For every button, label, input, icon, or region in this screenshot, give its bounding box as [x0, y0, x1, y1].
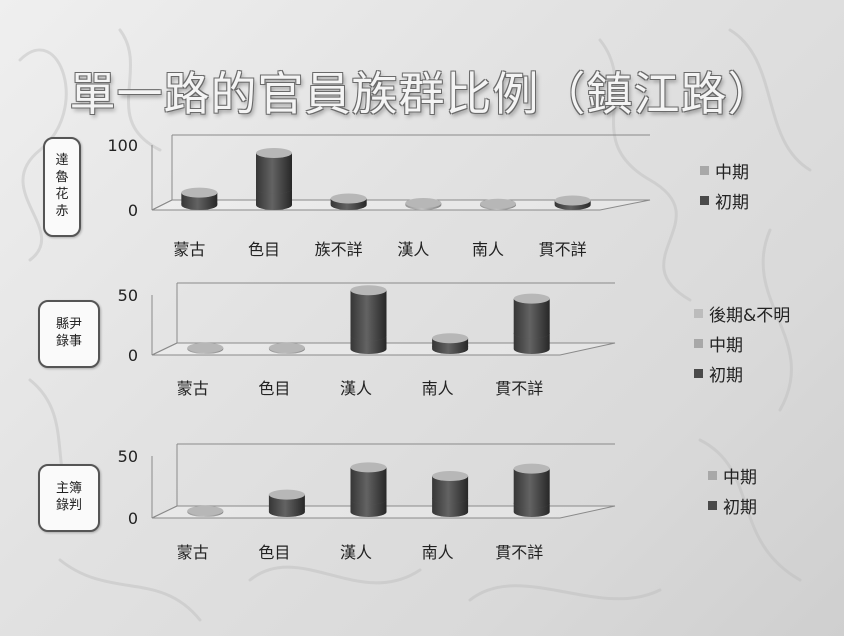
- x-tick-label: 南人: [422, 543, 454, 562]
- x-tick-label: 貫不詳: [495, 379, 543, 398]
- row-label-line: 縣尹: [55, 317, 82, 333]
- bar-segment: [256, 153, 292, 194]
- chart-darughachi: 達 魯 花 赤 0 100 蒙古 色目 族不詳 漢人 南人 貫不詳 中期 初期: [0, 125, 844, 265]
- row-label-line: 錄判: [55, 498, 82, 513]
- x-tick-label: 色目: [248, 240, 280, 259]
- legend-item: 初期: [694, 358, 790, 388]
- bar-top: [256, 148, 292, 158]
- legend-swatch-early: [700, 195, 709, 205]
- bar-segment: [432, 498, 469, 517]
- legend-item: 中期: [700, 155, 749, 185]
- row-label-char: 達: [55, 153, 69, 169]
- legend-swatch-early: [708, 500, 717, 510]
- legend-swatch-late: [694, 308, 703, 318]
- legend: 中期 初期: [708, 460, 757, 520]
- chart-plot: 0 50 蒙古 色目 漢人 南人 貫不詳: [118, 282, 616, 398]
- x-tick-label: 蒙古: [177, 543, 209, 562]
- x-tick-label: 蒙古: [177, 379, 209, 398]
- x-tick-label: 貫不詳: [495, 543, 543, 562]
- bar-top: [432, 333, 469, 344]
- chart-registrar: 主簿 錄判 0 50 蒙古 色目 漢人 南人 貫不詳 中期 初期: [0, 428, 844, 568]
- row-label-registrar: 主簿 錄判: [38, 464, 100, 532]
- legend-label: 中期: [709, 335, 743, 356]
- bar-segment: [256, 188, 292, 210]
- row-label-char: 赤: [55, 203, 69, 219]
- y-tick-label: 50: [118, 286, 138, 305]
- legend-swatch-mid: [694, 338, 703, 348]
- bar-segment: [513, 298, 550, 339]
- legend-swatch-mid: [700, 165, 709, 175]
- x-tick-label: 貫不詳: [539, 240, 587, 259]
- legend-item: 初期: [708, 490, 757, 520]
- legend-item: 中期: [694, 328, 790, 358]
- x-tick-label: 族不詳: [315, 240, 363, 259]
- bar-segment: [432, 476, 469, 504]
- bar-top: [187, 505, 224, 516]
- bar-segment: [350, 499, 387, 517]
- legend-label: 中期: [715, 162, 749, 183]
- y-tick-label: 0: [128, 509, 138, 528]
- chart-county-magistrate: 縣尹 錄事 0 50 蒙古 色目 漢人 南人 貫不詳 後期&不明 中期 初期: [0, 270, 844, 410]
- page-title: 單一路的官員族群比例（鎮江路）: [69, 67, 775, 121]
- bar-top: [480, 198, 516, 209]
- legend: 中期 初期: [700, 155, 749, 215]
- legend-item: 初期: [700, 185, 749, 215]
- bar-top: [350, 462, 387, 473]
- legend-item: 後期&不明: [694, 298, 790, 328]
- y-tick-label: 0: [128, 201, 138, 220]
- bar-top: [330, 193, 367, 204]
- row-label-line: 主簿: [55, 481, 82, 497]
- row-label-line: 錄事: [55, 334, 82, 349]
- bar-segment: [268, 494, 305, 515]
- bar-top: [181, 187, 218, 198]
- bar-segment: [350, 290, 387, 341]
- row-label-darughachi: 達 魯 花 赤: [43, 137, 81, 237]
- x-tick-label: 漢人: [340, 543, 372, 562]
- chart-plot: 0 50 蒙古 色目 漢人 南人 貫不詳: [118, 443, 616, 562]
- x-tick-label: 蒙古: [173, 240, 205, 259]
- row-label-county-magistrate: 縣尹 錄事: [38, 300, 100, 368]
- x-tick-label: 南人: [472, 240, 504, 259]
- bar-top: [554, 195, 591, 206]
- bar-top: [513, 463, 550, 474]
- legend-label: 初期: [715, 192, 749, 213]
- bar-segment: [350, 335, 387, 354]
- bar-segment: [513, 333, 550, 354]
- bar-top: [187, 342, 224, 353]
- y-tick-label: 100: [107, 136, 138, 155]
- bar-top: [405, 198, 442, 209]
- legend-item: 中期: [708, 460, 757, 490]
- bar-top: [268, 342, 305, 353]
- x-tick-label: 南人: [422, 379, 454, 398]
- y-tick-label: 0: [128, 346, 138, 365]
- bar-segment: [513, 468, 550, 509]
- row-label-char: 魯: [55, 170, 69, 186]
- legend-label: 初期: [723, 497, 757, 518]
- row-label-char: 花: [55, 187, 69, 202]
- y-tick-label: 50: [118, 447, 138, 466]
- bar-segment: [350, 467, 387, 505]
- legend-label: 中期: [723, 467, 757, 488]
- bar-top: [432, 471, 469, 482]
- x-tick-label: 漢人: [397, 240, 429, 259]
- bar-top: [268, 489, 305, 500]
- legend-label: 初期: [709, 365, 743, 386]
- bar-top: [350, 285, 387, 296]
- legend: 後期&不明 中期 初期: [694, 298, 790, 388]
- legend-label: 後期&不明: [709, 305, 791, 326]
- x-tick-label: 漢人: [340, 379, 372, 398]
- x-tick-label: 色目: [258, 543, 290, 562]
- chart-plot: 0 100 蒙古 色目 族不詳 漢人 南人 貫不詳: [107, 134, 651, 259]
- x-tick-label: 色目: [258, 379, 290, 398]
- legend-swatch-mid: [708, 470, 717, 480]
- legend-swatch-early: [694, 368, 703, 378]
- bar-top: [513, 293, 550, 304]
